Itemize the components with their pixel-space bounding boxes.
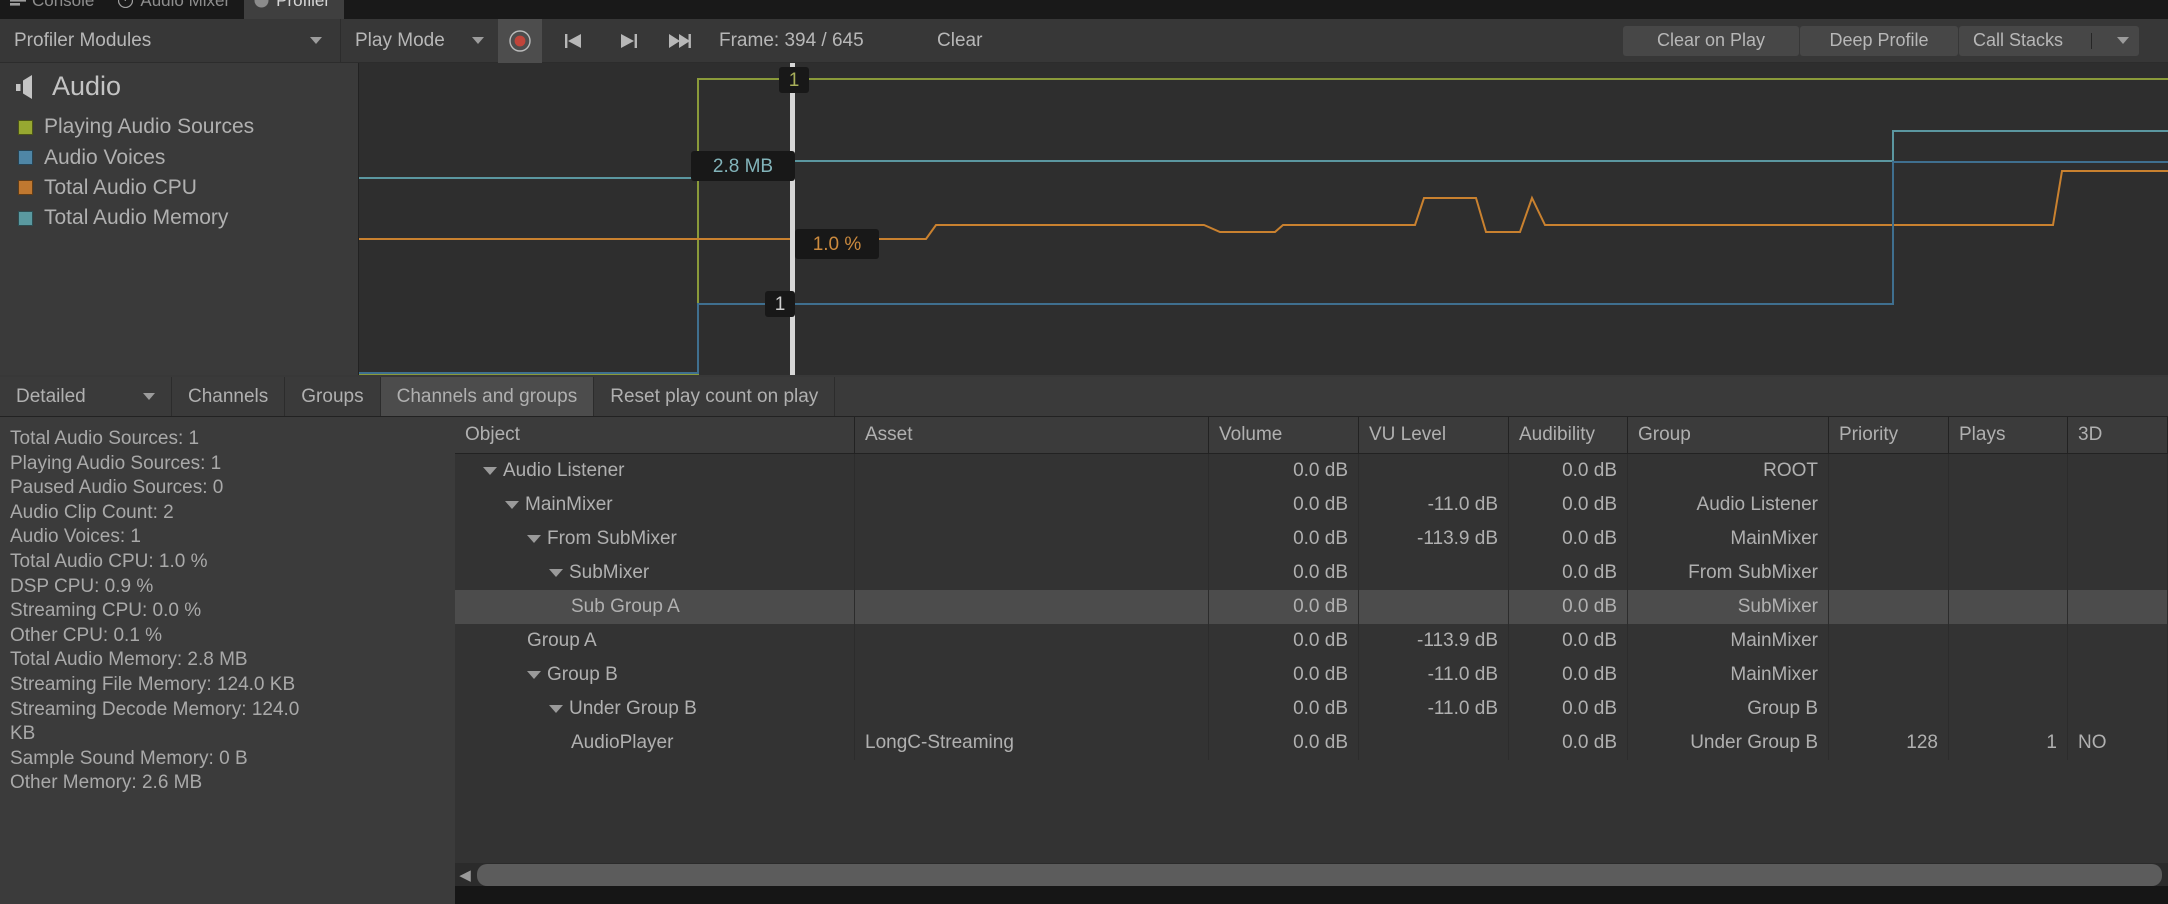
svg-text:1: 1 [789, 70, 800, 91]
svg-text:2.8 MB: 2.8 MB [713, 156, 773, 177]
svg-text:1: 1 [775, 294, 786, 315]
svg-text:1.0 %: 1.0 % [813, 234, 862, 255]
